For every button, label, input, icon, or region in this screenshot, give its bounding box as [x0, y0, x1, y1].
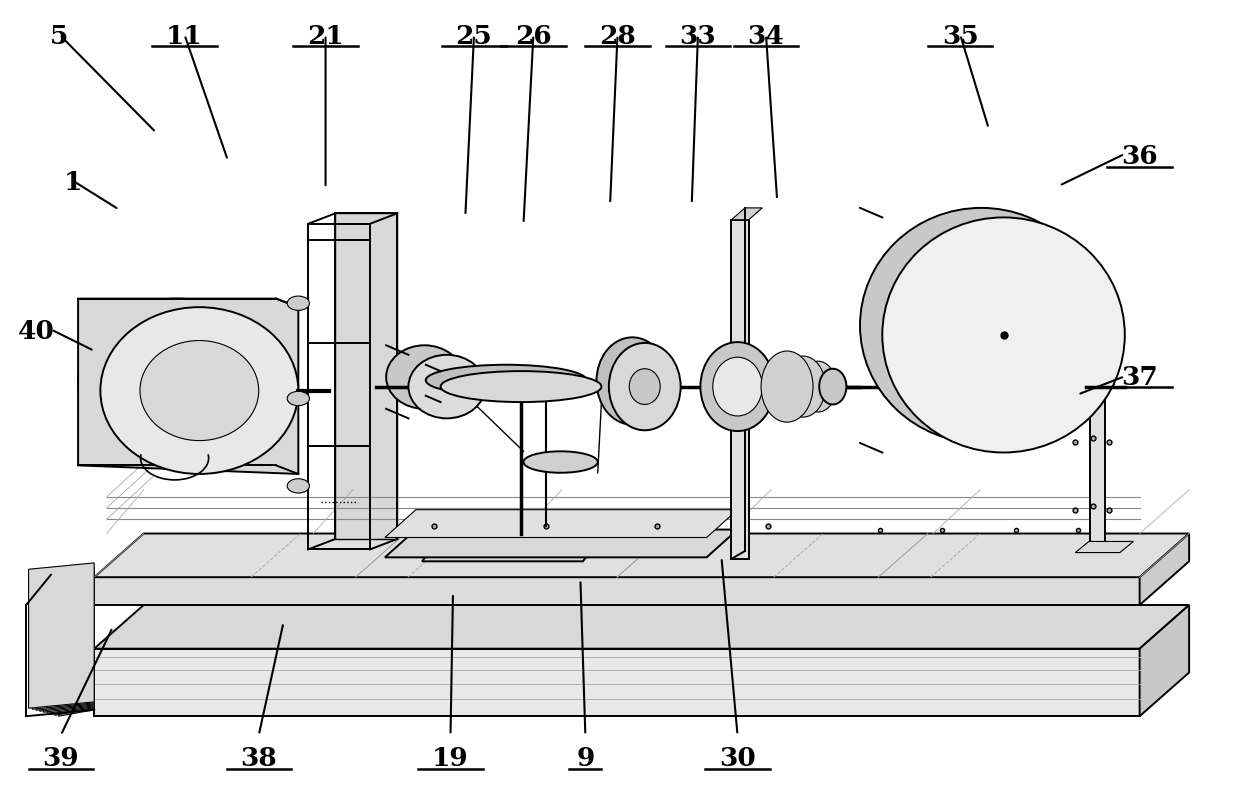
Ellipse shape: [861, 208, 1102, 443]
Polygon shape: [55, 595, 94, 715]
Ellipse shape: [523, 451, 598, 473]
Text: 5: 5: [51, 24, 68, 49]
Polygon shape: [47, 585, 94, 713]
Polygon shape: [78, 299, 299, 474]
Polygon shape: [422, 529, 608, 561]
Polygon shape: [94, 649, 1140, 717]
Text: 25: 25: [455, 24, 492, 49]
Text: 11: 11: [166, 24, 203, 49]
Ellipse shape: [820, 369, 847, 404]
Text: 39: 39: [42, 746, 79, 771]
Polygon shape: [32, 567, 94, 709]
Polygon shape: [94, 577, 1140, 605]
Ellipse shape: [883, 218, 1125, 453]
Text: 36: 36: [1121, 144, 1158, 169]
Ellipse shape: [408, 355, 485, 418]
Polygon shape: [1090, 391, 1105, 549]
Ellipse shape: [288, 391, 310, 406]
Polygon shape: [336, 214, 397, 539]
Ellipse shape: [713, 357, 763, 416]
Polygon shape: [1075, 541, 1133, 552]
Text: 19: 19: [433, 746, 469, 771]
Ellipse shape: [100, 307, 299, 474]
Polygon shape: [36, 571, 94, 710]
Polygon shape: [732, 208, 763, 220]
Polygon shape: [384, 510, 738, 537]
Polygon shape: [732, 220, 749, 559]
Text: 26: 26: [515, 24, 552, 49]
Ellipse shape: [609, 343, 681, 430]
Text: 37: 37: [1121, 365, 1158, 391]
Ellipse shape: [288, 296, 310, 310]
Ellipse shape: [701, 342, 775, 431]
Polygon shape: [94, 533, 1189, 577]
Text: 1: 1: [64, 170, 82, 194]
Ellipse shape: [140, 340, 259, 441]
Polygon shape: [1090, 384, 1115, 391]
Text: 21: 21: [308, 24, 343, 49]
Text: 30: 30: [719, 746, 756, 771]
Ellipse shape: [761, 351, 813, 422]
Text: 28: 28: [599, 24, 636, 49]
Ellipse shape: [288, 479, 310, 493]
Text: 9: 9: [577, 746, 594, 771]
Ellipse shape: [596, 337, 668, 425]
Ellipse shape: [800, 361, 837, 412]
Polygon shape: [29, 563, 94, 709]
Ellipse shape: [781, 356, 826, 417]
Polygon shape: [94, 605, 1189, 649]
Ellipse shape: [425, 365, 587, 396]
Polygon shape: [1140, 605, 1189, 717]
Text: 38: 38: [241, 746, 277, 771]
Polygon shape: [1140, 533, 1189, 605]
Text: 34: 34: [748, 24, 785, 49]
Ellipse shape: [386, 345, 463, 409]
Ellipse shape: [78, 299, 277, 465]
Text: 33: 33: [680, 24, 717, 49]
Text: 35: 35: [942, 24, 978, 49]
Polygon shape: [40, 576, 94, 711]
Text: 40: 40: [17, 319, 55, 344]
Ellipse shape: [440, 371, 601, 402]
Polygon shape: [51, 590, 94, 714]
Polygon shape: [43, 581, 94, 713]
Ellipse shape: [629, 369, 660, 404]
Polygon shape: [58, 599, 94, 717]
Polygon shape: [384, 529, 738, 557]
